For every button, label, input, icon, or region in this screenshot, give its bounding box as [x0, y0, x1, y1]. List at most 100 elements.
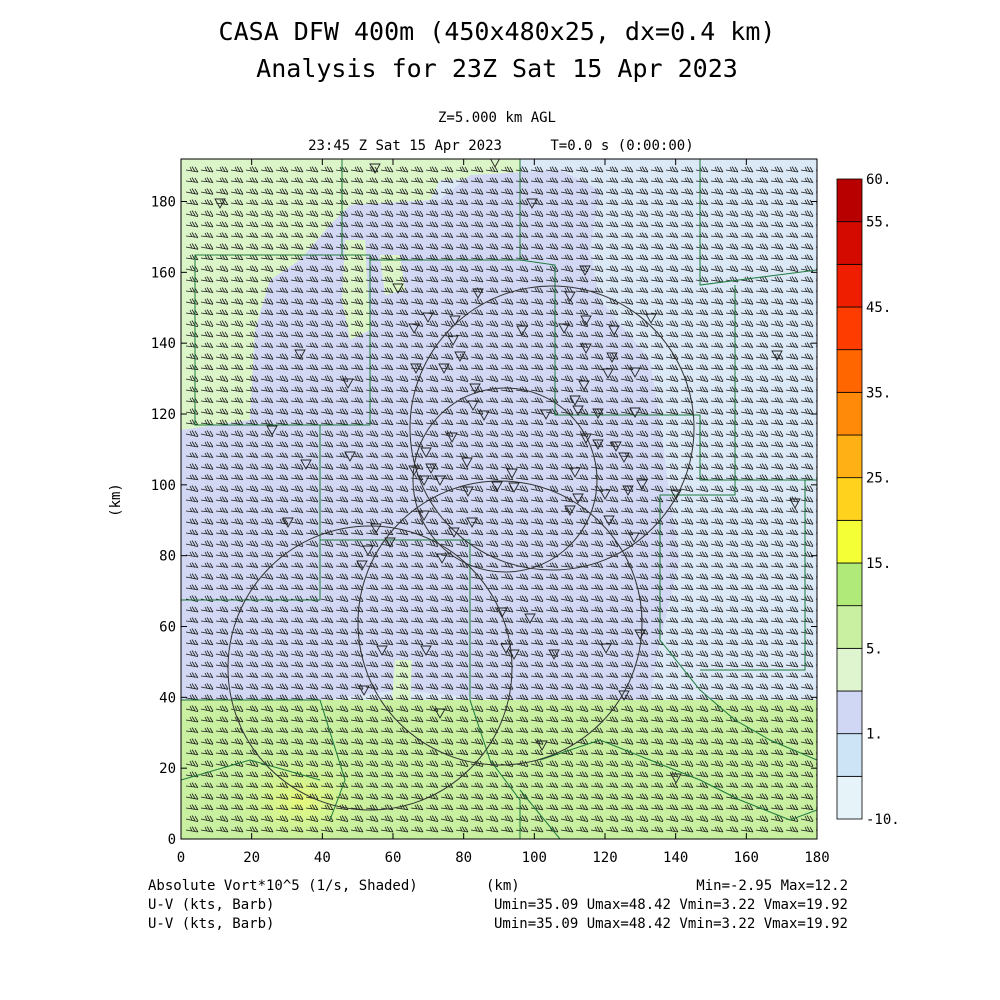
wind-barb — [275, 254, 289, 261]
wind-barb — [650, 760, 664, 767]
wind-barb — [440, 265, 454, 272]
wind-barb — [530, 705, 544, 712]
wind-barb — [305, 397, 319, 404]
wind-barb — [815, 631, 817, 633]
wind-barb — [395, 540, 409, 547]
wind-barb — [230, 331, 244, 338]
wind-barb — [560, 507, 574, 514]
wind-barb — [485, 309, 499, 316]
wind-barb — [350, 562, 364, 569]
wind-barb — [560, 408, 574, 415]
wind-barb — [185, 221, 199, 228]
wind-barb — [680, 496, 694, 503]
wind-barb — [680, 826, 694, 833]
wind-barb — [200, 496, 214, 503]
wind-barb — [365, 650, 379, 657]
wind-barb — [185, 210, 199, 217]
wind-barb — [605, 243, 619, 250]
y-tick-label: 20 — [159, 761, 176, 777]
wind-barb — [260, 276, 274, 283]
wind-barb — [245, 628, 259, 635]
wind-barb — [335, 650, 349, 657]
wind-barb — [470, 430, 484, 437]
wind-barb — [455, 331, 469, 338]
wind-barb — [365, 342, 379, 349]
wind-barb — [740, 716, 754, 723]
wind-barb — [305, 606, 319, 613]
x-tick-label: 80 — [455, 850, 472, 866]
wind-barb — [410, 650, 424, 657]
wind-barb — [710, 584, 724, 591]
wind-barb — [605, 375, 619, 382]
wind-barb — [740, 210, 754, 217]
wind-barb — [320, 485, 334, 492]
wind-barb — [200, 606, 214, 613]
wind-barb — [410, 298, 424, 305]
wind-barb — [365, 188, 379, 195]
wind-barb — [275, 771, 289, 778]
wind-barb — [545, 562, 559, 569]
wind-barb — [515, 452, 529, 459]
wind-barb — [215, 243, 229, 250]
wind-barb — [650, 397, 664, 404]
wind-barb — [785, 639, 799, 646]
wind-barb — [215, 463, 229, 470]
wind-barb — [530, 694, 544, 701]
wind-barb — [275, 320, 289, 327]
wind-barb — [770, 452, 784, 459]
wind-barb — [305, 562, 319, 569]
wind-barb — [455, 661, 469, 668]
wind-barb — [590, 265, 604, 272]
wind-barb — [260, 507, 274, 514]
wind-barb — [185, 540, 199, 547]
wind-barb — [740, 452, 754, 459]
station-marker — [342, 378, 354, 389]
wind-barb — [350, 793, 364, 800]
wind-barb — [185, 177, 199, 184]
wind-barb — [395, 749, 409, 756]
wind-barb — [530, 320, 544, 327]
wind-barb — [530, 298, 544, 305]
wind-barb — [395, 309, 409, 316]
wind-barb — [815, 389, 817, 391]
wind-barb — [620, 573, 634, 580]
wind-barb — [425, 529, 439, 536]
wind-barb — [500, 628, 514, 635]
wind-barb — [560, 595, 574, 602]
wind-barb — [290, 562, 304, 569]
wind-barb — [365, 320, 379, 327]
wind-barb — [260, 518, 274, 525]
wind-barb — [575, 760, 589, 767]
wind-barb — [470, 386, 484, 393]
wind-barb — [425, 331, 439, 338]
wind-barb — [755, 386, 769, 393]
wind-barb — [785, 540, 799, 547]
wind-barb — [410, 353, 424, 360]
wind-barb — [455, 397, 469, 404]
wind-barb — [545, 441, 559, 448]
colorbar-label: 15. — [866, 556, 891, 572]
wind-barb — [800, 782, 814, 789]
wind-barb — [470, 397, 484, 404]
wind-barb — [590, 771, 604, 778]
wind-barb — [500, 540, 514, 547]
wind-barb — [245, 661, 259, 668]
wind-barb — [680, 177, 694, 184]
wind-barb — [620, 628, 634, 635]
wind-barb — [755, 496, 769, 503]
wind-barb — [650, 188, 664, 195]
wind-barb — [755, 738, 769, 745]
wind-barb — [455, 430, 469, 437]
wind-barb — [740, 804, 754, 811]
wind-barb — [305, 320, 319, 327]
wind-barb — [455, 419, 469, 426]
wind-barb — [320, 265, 334, 272]
wind-barb — [200, 804, 214, 811]
wind-barb — [305, 221, 319, 228]
wind-barb — [695, 771, 709, 778]
wind-barb — [230, 386, 244, 393]
wind-barb — [665, 254, 679, 261]
wind-barb — [275, 232, 289, 239]
wind-barb — [440, 771, 454, 778]
wind-barb — [305, 254, 319, 261]
